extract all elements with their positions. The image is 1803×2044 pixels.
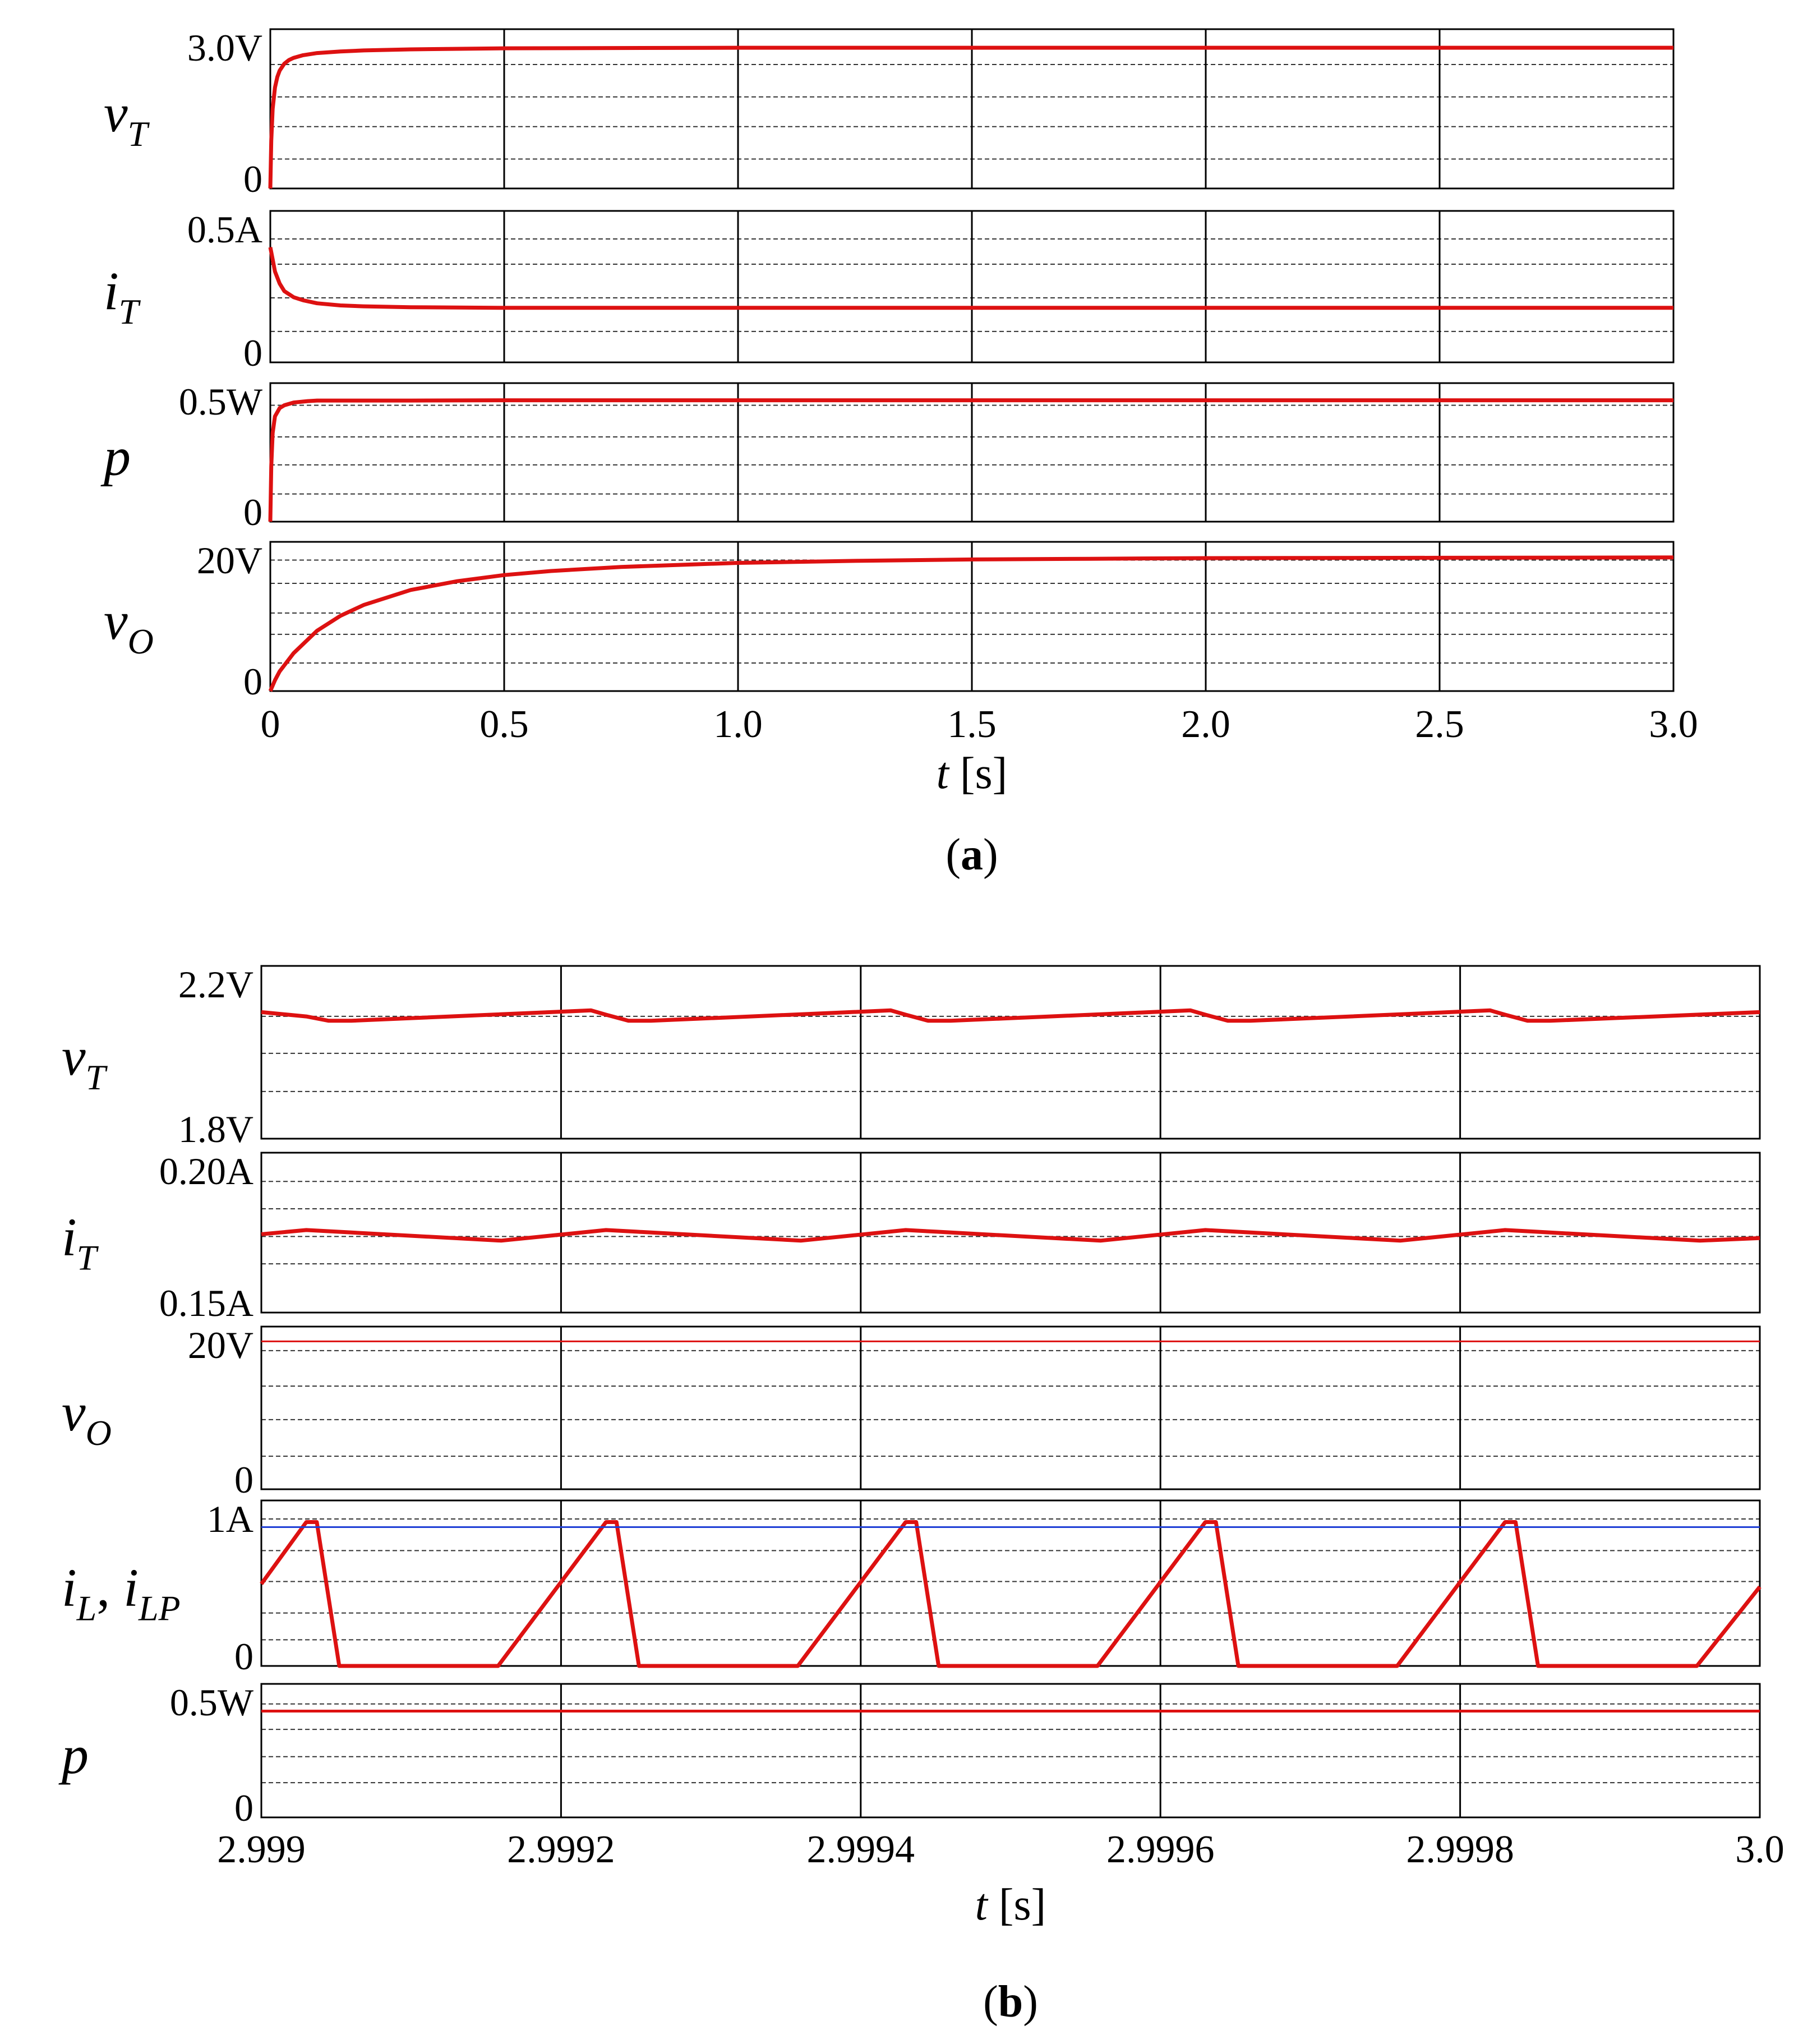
panel-a-1: 3.0V 0 vT: [104, 26, 1675, 200]
y-axis-label: iL, iLP: [62, 1558, 181, 1628]
panel-b-1: 2.2V 1.8V vT: [62, 963, 1761, 1150]
panel-frame: [260, 1683, 1761, 1819]
panel-a-4: 20V 0 vO: [104, 539, 1675, 703]
y-top-label: 3.0V: [187, 26, 262, 69]
x-tick-label: 2.9998: [1406, 1828, 1514, 1871]
y-top-label: 20V: [188, 1324, 253, 1366]
x-tick-label: 1.0: [713, 703, 763, 746]
panel-b-4: 1A 0 iL, iLP: [62, 1498, 1762, 1678]
y-bottom-label: 0: [243, 660, 262, 703]
x-axis-label: t [s]: [975, 1880, 1046, 1930]
series-line: [268, 45, 1673, 189]
y-top-label: 0.5W: [170, 1681, 254, 1724]
panel-a-2: 0.5A 0 iT: [104, 208, 1675, 374]
x-tick-label: 2.9996: [1106, 1828, 1215, 1871]
series-line: [261, 1008, 1760, 1023]
y-axis-label: vT: [104, 83, 150, 154]
x-tick-label: 0: [261, 703, 280, 746]
series-line: [268, 555, 1674, 692]
panel-frame: [269, 541, 1675, 692]
panel-b-3: 20V 0 vO: [62, 1324, 1761, 1501]
y-top-label: 20V: [197, 539, 262, 582]
x-tick-label: 2.9994: [807, 1828, 915, 1871]
panel-b-2: 0.20A 0.15A iT: [62, 1150, 1761, 1324]
y-top-label: 1A: [207, 1498, 253, 1540]
panel-frame: [260, 1325, 1761, 1490]
panel-b-5: 0.5W 0 p: [58, 1681, 1761, 1829]
series-line: [268, 247, 1673, 310]
y-top-label: 0.5W: [179, 380, 263, 423]
y-axis-label: iT: [62, 1207, 99, 1278]
y-bottom-label: 1.8V: [178, 1108, 253, 1150]
x-axis-label: t [s]: [937, 749, 1008, 798]
series-line: [261, 1228, 1760, 1243]
series-line: [260, 1520, 1762, 1668]
panel-frame: [260, 965, 1761, 1140]
y-top-label: 0.5A: [187, 208, 262, 251]
x-tick-label: 2.0: [1181, 703, 1230, 746]
y-axis-label: p: [58, 1725, 89, 1785]
figure-caption: (b): [983, 1977, 1038, 2027]
x-tick-label: 2.999: [217, 1828, 306, 1871]
y-axis-label: vO: [62, 1382, 112, 1453]
y-axis-label: iT: [104, 261, 141, 332]
x-tick-label: 3.0: [1735, 1828, 1784, 1871]
panel-frame: [269, 210, 1675, 363]
x-tick-label: 3.0: [1649, 703, 1698, 746]
y-bottom-label: 0: [243, 332, 262, 374]
x-tick-label: 2.5: [1415, 703, 1464, 746]
y-bottom-label: 0: [243, 158, 262, 200]
y-bottom-label: 0.15A: [159, 1282, 253, 1324]
panel-frame: [269, 28, 1675, 190]
y-axis-label: p: [100, 427, 131, 487]
x-tick-label: 0.5: [479, 703, 529, 746]
panel-a-3: 0.5W 0 p: [100, 380, 1675, 533]
series-line: [268, 398, 1673, 522]
y-bottom-label: 0: [243, 491, 262, 533]
y-bottom-label: 0: [234, 1787, 253, 1829]
x-tick-label: 1.5: [947, 703, 997, 746]
x-tick-label: 2.9992: [507, 1828, 615, 1871]
y-axis-label: vO: [104, 591, 154, 661]
y-top-label: 0.20A: [159, 1150, 253, 1193]
y-bottom-label: 0: [234, 1635, 253, 1678]
figure-caption: (a): [946, 830, 998, 880]
y-top-label: 2.2V: [178, 963, 253, 1006]
y-bottom-label: 0: [234, 1458, 253, 1501]
y-axis-label: vT: [62, 1026, 108, 1097]
